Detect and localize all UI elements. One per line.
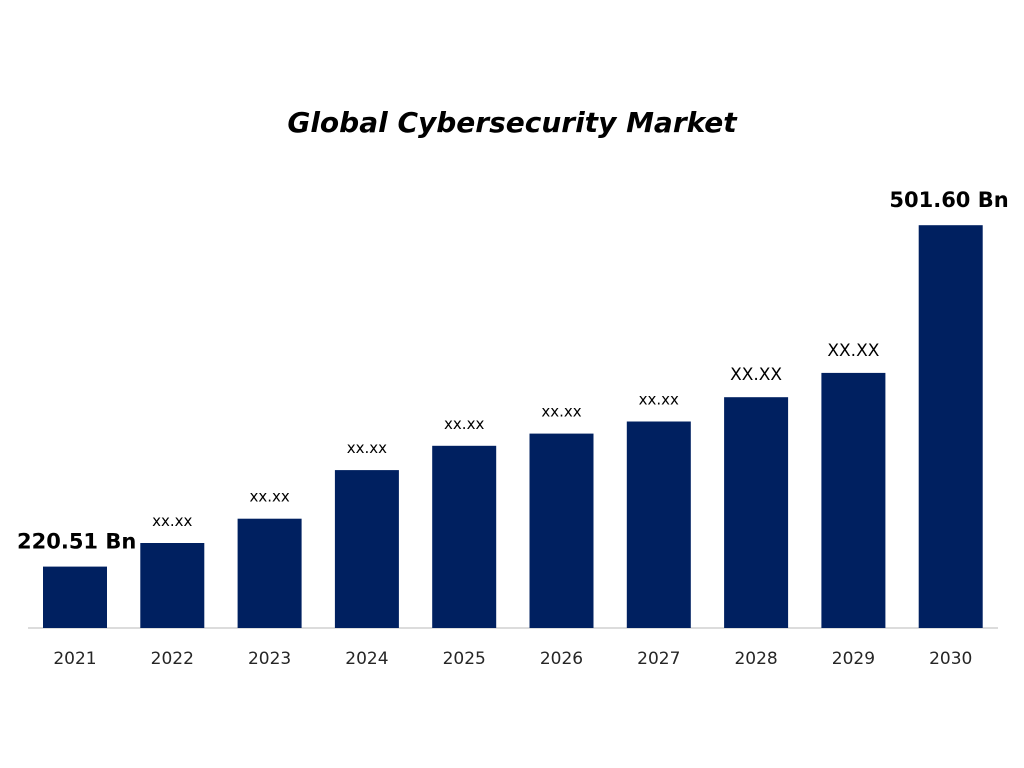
x-tick-2022: 2022 xyxy=(151,649,194,669)
bar-2024 xyxy=(334,470,399,628)
data-label-2026: xx.xx xyxy=(541,403,581,421)
chart-title: Global Cybersecurity Market xyxy=(287,106,737,139)
data-label-2030: 501.60 Bn xyxy=(889,188,1008,212)
data-label-2021: 220.51 Bn xyxy=(17,530,136,554)
bar-2023 xyxy=(237,518,302,628)
data-label-2023: xx.xx xyxy=(249,488,289,506)
bar-2029 xyxy=(821,372,886,628)
x-tick-2023: 2023 xyxy=(248,649,291,669)
bar-2021 xyxy=(43,566,107,628)
data-label-2022: xx.xx xyxy=(152,512,192,530)
x-tick-2027: 2027 xyxy=(637,649,680,669)
bar-2022 xyxy=(140,543,205,628)
bar-2027 xyxy=(626,421,691,628)
data-label-2028: XX.XX xyxy=(730,365,782,385)
x-tick-2024: 2024 xyxy=(345,649,388,669)
x-tick-2029: 2029 xyxy=(832,649,875,669)
bar-2028 xyxy=(724,397,789,628)
x-tick-2026: 2026 xyxy=(540,649,583,669)
data-label-2025: xx.xx xyxy=(444,415,484,433)
data-label-2029: XX.XX xyxy=(827,341,879,361)
x-tick-2025: 2025 xyxy=(443,649,486,669)
data-label-2027: xx.xx xyxy=(639,391,679,409)
bar-2030 xyxy=(918,225,983,628)
data-label-2024: xx.xx xyxy=(347,439,387,457)
x-tick-2021: 2021 xyxy=(53,649,96,669)
bar-2025 xyxy=(432,445,497,628)
bar-2026 xyxy=(529,433,594,628)
x-tick-2030: 2030 xyxy=(929,649,972,669)
x-tick-2028: 2028 xyxy=(734,649,777,669)
